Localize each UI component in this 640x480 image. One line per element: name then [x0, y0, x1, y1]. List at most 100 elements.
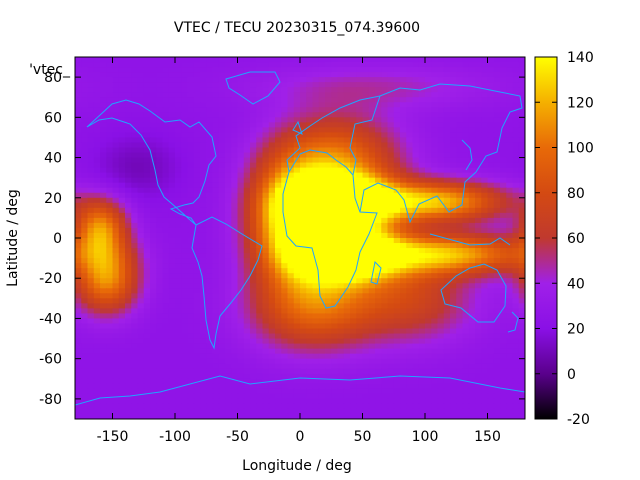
heatmap-cell	[281, 112, 289, 118]
heatmap-cell	[112, 278, 120, 284]
heatmap-cell	[293, 328, 301, 335]
heatmap-cell	[131, 328, 139, 335]
heatmap-cell	[231, 313, 239, 320]
heatmap-cell	[268, 162, 276, 169]
heatmap-cell	[106, 162, 114, 169]
heatmap-cell	[237, 288, 245, 294]
heatmap-cell	[256, 107, 264, 113]
heatmap-cell	[456, 72, 464, 78]
heatmap-cell	[237, 283, 245, 289]
heatmap-cell	[512, 67, 520, 73]
heatmap-cell	[187, 87, 195, 93]
heatmap-cell	[312, 393, 320, 400]
heatmap-cell	[343, 117, 351, 123]
heatmap-cell	[337, 82, 345, 88]
heatmap-cell	[487, 72, 495, 78]
heatmap-cell	[268, 192, 276, 199]
heatmap-cell	[93, 403, 101, 410]
heatmap-cell	[137, 248, 145, 254]
heatmap-cell	[75, 157, 82, 164]
heatmap-cell	[437, 328, 445, 335]
heatmap-cell	[125, 137, 132, 144]
heatmap-cell	[137, 283, 145, 289]
heatmap-cell	[150, 348, 157, 355]
heatmap-cell	[456, 207, 464, 214]
heatmap-cell	[337, 313, 345, 320]
heatmap-cell	[162, 398, 170, 405]
heatmap-cell	[125, 82, 132, 88]
heatmap-cell	[375, 147, 382, 154]
heatmap-cell	[118, 137, 126, 144]
heatmap-cell	[100, 137, 107, 144]
heatmap-cell	[306, 127, 314, 134]
heatmap-cell	[393, 378, 401, 385]
heatmap-cell	[243, 353, 251, 360]
heatmap-cell	[381, 112, 389, 118]
heatmap-cell	[400, 258, 407, 264]
heatmap-cell	[393, 57, 401, 63]
heatmap-cell	[368, 132, 376, 139]
heatmap-cell	[512, 268, 520, 274]
heatmap-cell	[331, 278, 339, 284]
heatmap-cell	[106, 232, 114, 239]
heatmap-cell	[437, 293, 445, 299]
heatmap-cell	[281, 107, 289, 113]
heatmap-cell	[75, 227, 82, 234]
heatmap-cell	[481, 82, 489, 88]
heatmap-cell	[437, 303, 445, 309]
heatmap-cell	[175, 243, 182, 249]
heatmap-cell	[218, 323, 226, 330]
heatmap-cell	[387, 358, 395, 365]
heatmap-cell	[212, 328, 220, 335]
heatmap-cell	[275, 97, 282, 103]
heatmap-cell	[312, 338, 320, 345]
heatmap-cell	[481, 243, 489, 249]
heatmap-cell	[312, 283, 320, 289]
heatmap-cell	[475, 338, 482, 345]
heatmap-cell	[243, 122, 251, 128]
heatmap-cell	[200, 197, 207, 204]
heatmap-cell	[487, 263, 495, 269]
heatmap-cell	[337, 263, 345, 269]
heatmap-cell	[425, 298, 432, 304]
heatmap-cell	[337, 137, 345, 144]
heatmap-cell	[493, 207, 501, 214]
heatmap-cell	[481, 87, 489, 93]
heatmap-cell	[331, 57, 339, 63]
heatmap-cell	[268, 152, 276, 159]
heatmap-cell	[168, 162, 176, 169]
heatmap-cell	[162, 202, 170, 209]
heatmap-cell	[150, 398, 157, 405]
heatmap-cell	[81, 338, 89, 345]
heatmap-cell	[325, 253, 332, 259]
heatmap-cell	[462, 217, 470, 224]
heatmap-cell	[281, 212, 289, 219]
heatmap-cell	[431, 318, 439, 325]
heatmap-cell	[375, 333, 382, 340]
heatmap-cell	[306, 338, 314, 345]
heatmap-cell	[500, 298, 507, 304]
heatmap-cell	[168, 303, 176, 309]
heatmap-cell	[156, 157, 164, 164]
heatmap-cell	[343, 243, 351, 249]
heatmap-cell	[356, 378, 364, 385]
heatmap-cell	[156, 328, 164, 335]
heatmap-cell	[275, 368, 282, 375]
heatmap-cell	[112, 62, 120, 68]
heatmap-cell	[275, 127, 282, 134]
heatmap-cell	[162, 177, 170, 184]
heatmap-cell	[462, 97, 470, 103]
heatmap-cell	[325, 212, 332, 219]
heatmap-cell	[500, 87, 507, 93]
heatmap-cell	[168, 373, 176, 380]
heatmap-cell	[118, 278, 126, 284]
heatmap-cell	[518, 217, 525, 224]
heatmap-cell	[93, 373, 101, 380]
heatmap-cell	[137, 328, 145, 335]
heatmap-cell	[468, 92, 476, 98]
heatmap-cell	[468, 288, 476, 294]
heatmap-cell	[212, 82, 220, 88]
heatmap-cell	[306, 273, 314, 279]
heatmap-cell	[368, 313, 376, 320]
heatmap-cell	[262, 197, 270, 204]
